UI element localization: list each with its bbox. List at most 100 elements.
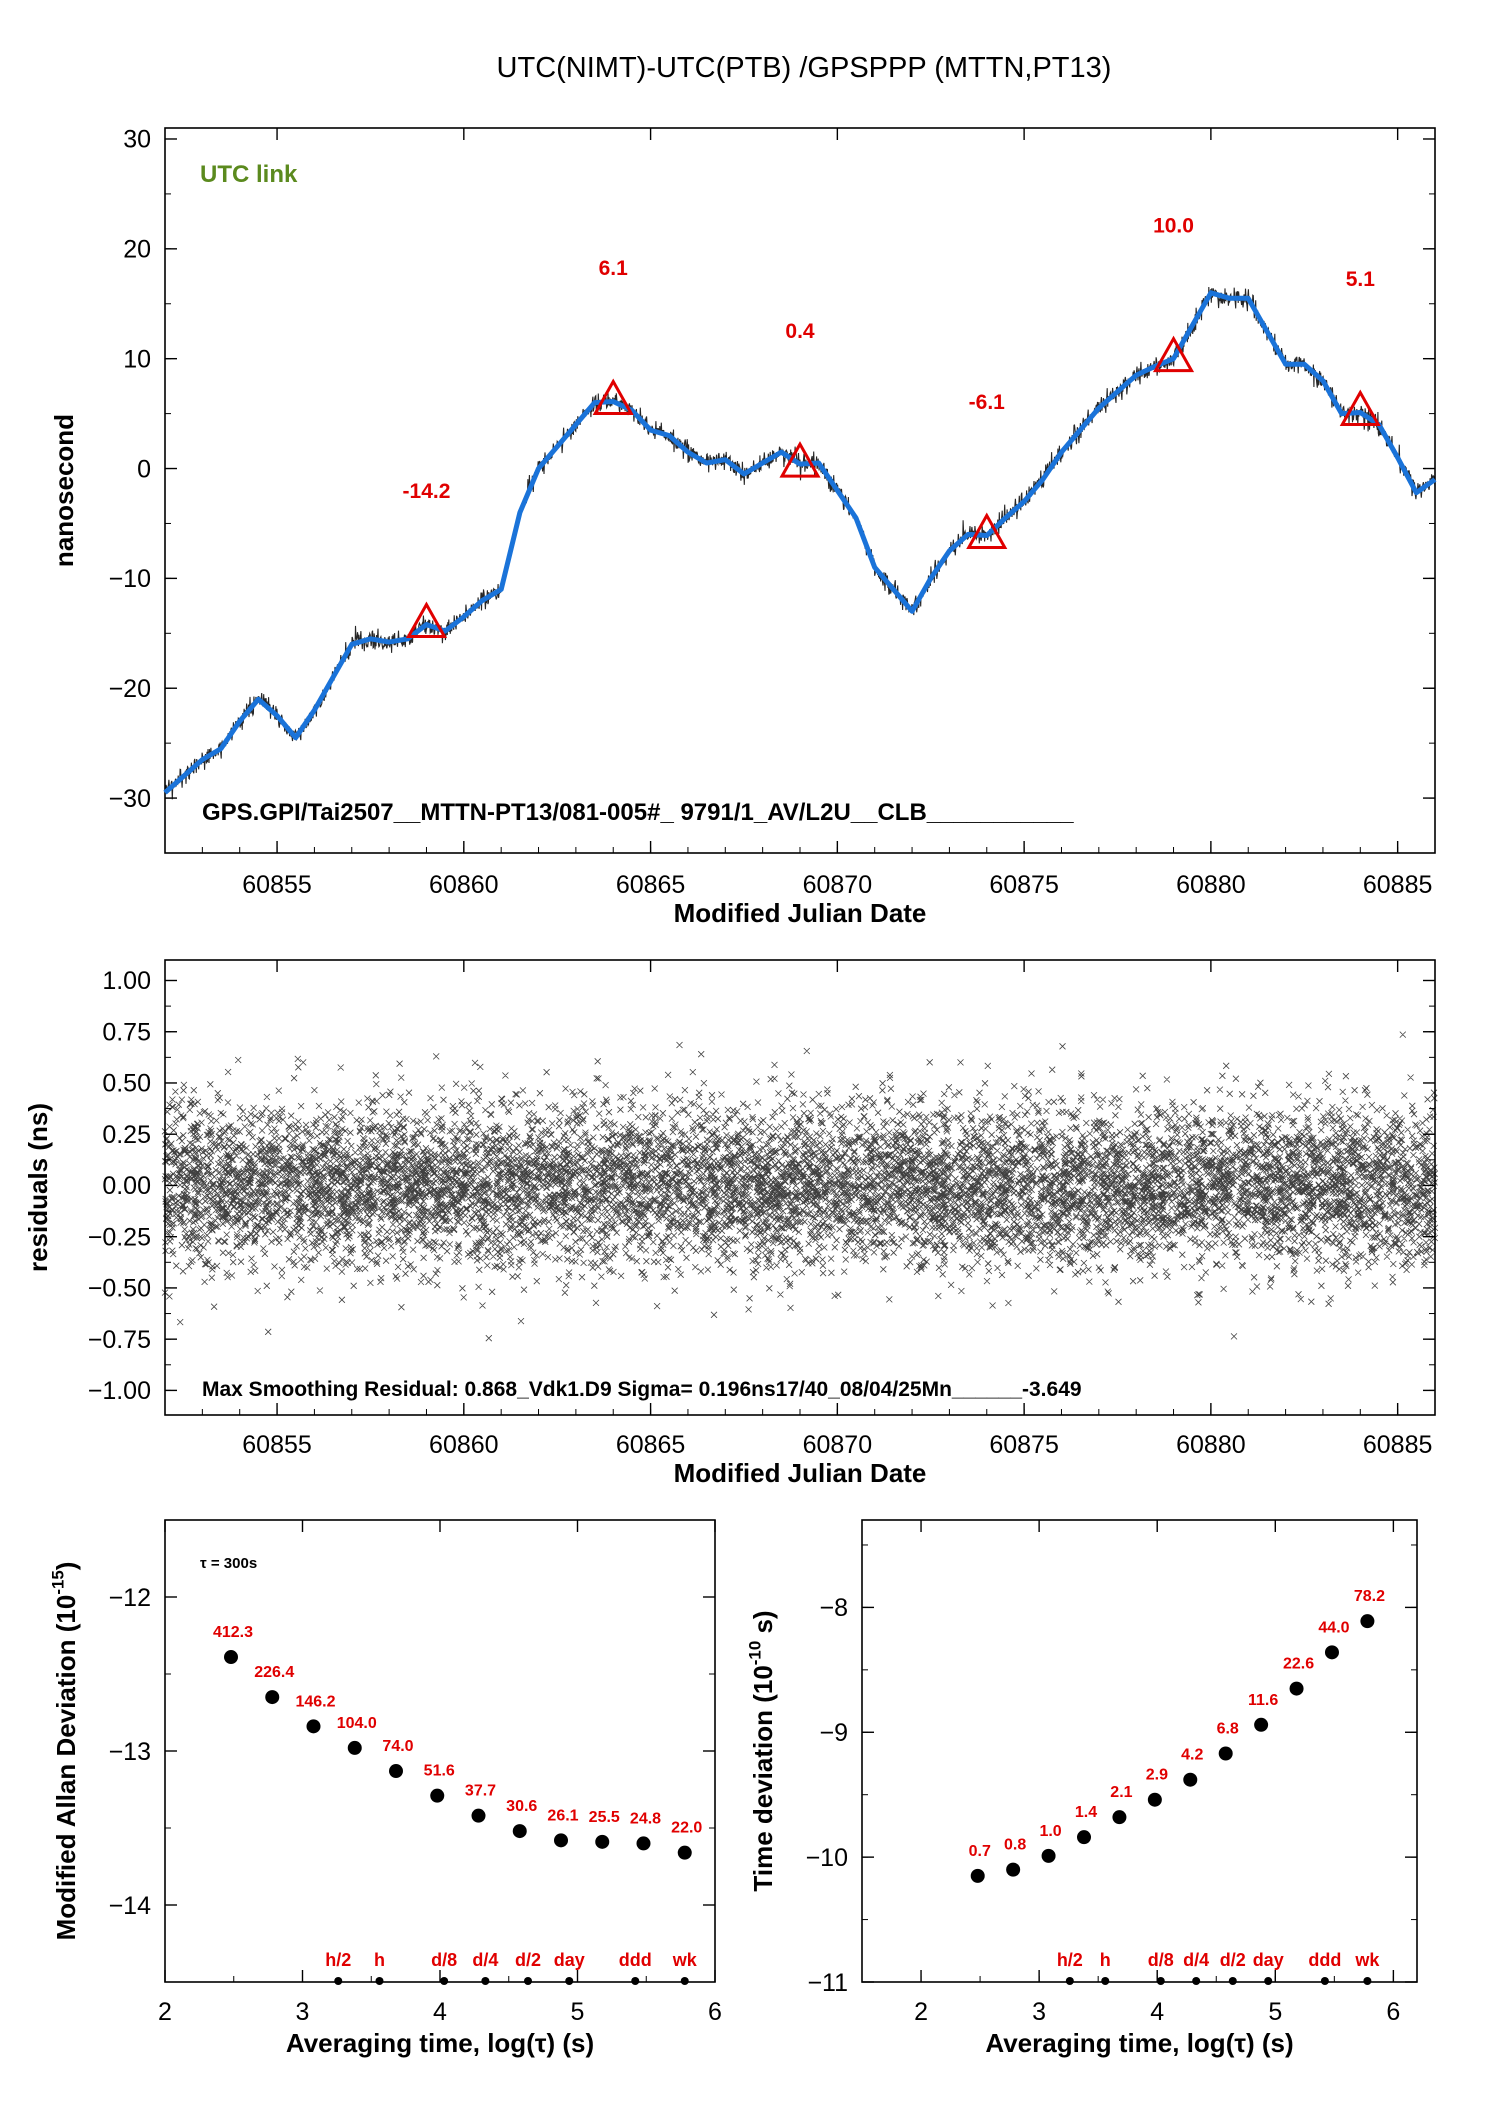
time-marker-label: d/2	[515, 1950, 541, 1970]
time-marker-dot	[1101, 1977, 1110, 1985]
time-marker-label: h/2	[325, 1950, 351, 1970]
deviation-point-label: 1.0	[1039, 1823, 1061, 1840]
x-tick-label: 2	[914, 1998, 928, 2026]
plot-frame	[164, 127, 1436, 854]
deviation-point-label: 26.1	[547, 1807, 578, 1824]
time-marker-dot	[524, 1977, 532, 1985]
deviation-point	[265, 1690, 280, 1705]
y-axis-label-exponent: -10	[745, 1641, 764, 1665]
marker-triangle	[592, 378, 634, 416]
marker-triangle	[966, 512, 1008, 550]
y-tick-label: −0.75	[88, 1326, 151, 1354]
x-tick-label: 60860	[429, 1431, 499, 1459]
x-tick-label: 2	[158, 1998, 172, 2026]
time-marker-label: wk	[672, 1950, 698, 1970]
panel-residuals: 60855 60860 60865 60870 60875 60880 60885 1.00 0…	[23, 959, 1439, 1488]
y-tick-label: −10	[109, 565, 151, 593]
x-axis-label: Modified Julian Date	[674, 1458, 927, 1488]
time-marker-label: d/4	[472, 1950, 498, 1970]
deviation-point	[970, 1868, 985, 1883]
y-axis-label: Time deviation (10-10 s)	[745, 1610, 778, 1891]
y-axis-label: nanosecond	[49, 414, 79, 567]
deviation-point-label: 0.7	[969, 1843, 991, 1860]
deviation-point	[471, 1808, 486, 1823]
y-tick-label: −12	[109, 1584, 151, 1612]
deviation-point	[306, 1719, 321, 1734]
deviation-point-label: 2.9	[1146, 1767, 1168, 1784]
x-axis-label: Averaging time, log(τ) (s)	[286, 2028, 594, 2058]
deviation-point	[1041, 1848, 1056, 1863]
deviation-point-label: 25.5	[589, 1809, 620, 1826]
deviation-point-label: 22.0	[671, 1820, 702, 1837]
y-axis-label-unit: )	[51, 1562, 81, 1571]
time-marker-label: h	[1100, 1950, 1111, 1970]
time-marker-dot	[1192, 1977, 1201, 1985]
time-marker-label: ddd	[1308, 1950, 1341, 1970]
deviation-point-label: 412.3	[213, 1624, 253, 1641]
y-tick-label: −20	[109, 675, 151, 703]
marker-label: 0.4	[785, 320, 815, 343]
x-tick-label: 60865	[616, 871, 686, 899]
deviation-point	[224, 1650, 238, 1665]
x-tick-label: 5	[571, 1998, 585, 2026]
deviation-point	[1218, 1746, 1233, 1761]
time-marker-dot	[680, 1977, 689, 1985]
x-axis-label: Modified Julian Date	[674, 898, 927, 928]
raw-samples	[164, 286, 1436, 800]
y-axis-label-unit: s)	[748, 1610, 778, 1640]
time-marker-label: d/8	[1148, 1950, 1174, 1970]
time-marker-label: d/2	[1220, 1950, 1246, 1970]
y-axis-label: Modified Allan Deviation (10-15)	[48, 1562, 81, 1941]
y-axis-label-text: Modified Allan Deviation (10	[51, 1595, 81, 1941]
time-marker-dot	[1264, 1977, 1273, 1985]
deviation-point-label: 22.6	[1283, 1656, 1314, 1673]
x-tick-label: 60875	[989, 871, 1059, 899]
plot-frame	[164, 1519, 716, 1983]
marker-triangle	[779, 441, 821, 478]
time-marker-label: d/8	[431, 1950, 457, 1970]
x-tick-label: 60860	[429, 871, 499, 899]
deviation-point	[1112, 1810, 1127, 1825]
time-marker-dot	[481, 1977, 490, 1985]
deviation-point	[1254, 1717, 1269, 1732]
x-tick-label: 60875	[989, 1431, 1059, 1459]
x-tick-label: 60880	[1176, 1431, 1246, 1459]
x-tick-label: 60855	[242, 871, 312, 899]
deviation-point	[512, 1824, 527, 1839]
marker-triangle	[1339, 389, 1381, 427]
deviation-point	[1077, 1830, 1091, 1845]
deviation-point-label: 0.8	[1004, 1837, 1026, 1854]
figure-title: UTC(NIMT)-UTC(PTB) /GPSPPP (MTTN,PT13)	[497, 52, 1112, 84]
deviation-point-label: 51.6	[424, 1763, 455, 1780]
marker-triangle	[1152, 335, 1195, 373]
deviation-point-label: 30.6	[506, 1798, 537, 1815]
deviation-point	[1183, 1772, 1198, 1787]
y-tick-label: 20	[123, 236, 151, 264]
y-tick-label: 0.50	[102, 1070, 151, 1098]
deviation-point-label: 146.2	[295, 1693, 335, 1710]
deviation-point-label: 11.6	[1248, 1692, 1278, 1709]
deviation-point-label: 78.2	[1354, 1588, 1385, 1605]
marker-label: 10.0	[1153, 214, 1194, 237]
y-axis-label-exponent: -15	[48, 1570, 67, 1594]
residual-footer: Max Smoothing Residual: 0.868_Vdk1.D9 Si…	[202, 1378, 1082, 1401]
x-tick-label: 60865	[616, 1431, 686, 1459]
x-tick-label: 4	[1150, 1998, 1164, 2026]
smoothed-fit-line	[163, 290, 1437, 795]
panel-utc-link: 60855 60860 60865 60870 60875 60880 60885 30 20 1…	[49, 126, 1437, 928]
time-marker-dot	[1320, 1977, 1329, 1985]
x-axis-label: Averaging time, log(τ) (s)	[985, 2028, 1293, 2058]
y-tick-label: −10	[806, 1844, 848, 1872]
y-tick-label: 0.75	[102, 1018, 151, 1046]
marker-label: -6.1	[969, 391, 1006, 414]
time-marker-label: day	[554, 1950, 585, 1970]
y-tick-label: −8	[819, 1594, 848, 1622]
marker-label: 5.1	[1346, 268, 1376, 291]
deviation-point-label: 1.4	[1075, 1804, 1097, 1821]
deviation-point-label: 2.1	[1110, 1784, 1132, 1801]
x-tick-label: 60870	[803, 1431, 873, 1459]
marker-triangle	[405, 601, 448, 639]
y-tick-label: −13	[109, 1738, 151, 1766]
time-marker-dot	[440, 1977, 449, 1985]
